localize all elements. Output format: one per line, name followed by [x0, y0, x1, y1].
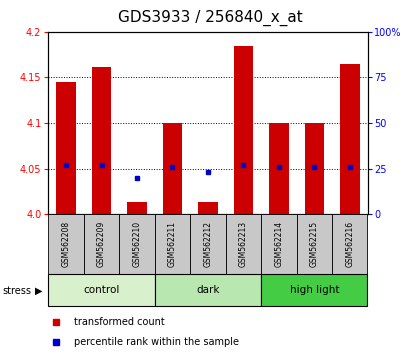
Text: ▶: ▶	[35, 286, 42, 296]
Text: GSM562212: GSM562212	[203, 221, 213, 267]
Text: GSM562208: GSM562208	[62, 221, 71, 267]
Bar	[48, 214, 84, 274]
Bar	[234, 46, 253, 214]
Bar	[226, 214, 261, 274]
Bar	[155, 274, 261, 306]
Bar	[261, 274, 368, 306]
Text: GSM562215: GSM562215	[310, 221, 319, 267]
Text: stress: stress	[2, 286, 31, 296]
Bar	[198, 202, 218, 214]
Text: GSM562214: GSM562214	[274, 221, 284, 267]
Text: high light: high light	[289, 285, 339, 295]
Text: percentile rank within the sample: percentile rank within the sample	[74, 337, 239, 347]
Bar	[190, 214, 226, 274]
Bar	[155, 214, 190, 274]
Text: GSM562213: GSM562213	[239, 221, 248, 267]
Bar	[56, 82, 76, 214]
Bar	[297, 214, 332, 274]
Text: GSM562216: GSM562216	[345, 221, 354, 267]
Bar	[304, 123, 324, 214]
Text: dark: dark	[196, 285, 220, 295]
Bar	[340, 64, 360, 214]
Text: GSM562210: GSM562210	[132, 221, 142, 267]
Text: GSM562211: GSM562211	[168, 221, 177, 267]
Bar	[332, 214, 368, 274]
Text: GSM562209: GSM562209	[97, 221, 106, 267]
Bar	[261, 214, 297, 274]
Text: GDS3933 / 256840_x_at: GDS3933 / 256840_x_at	[118, 10, 302, 26]
Bar	[269, 123, 289, 214]
Bar	[92, 67, 111, 214]
Bar	[48, 274, 155, 306]
Text: control: control	[83, 285, 120, 295]
Bar	[84, 214, 119, 274]
Bar	[163, 123, 182, 214]
Bar	[127, 202, 147, 214]
Text: transformed count: transformed count	[74, 318, 165, 327]
Bar	[119, 214, 155, 274]
